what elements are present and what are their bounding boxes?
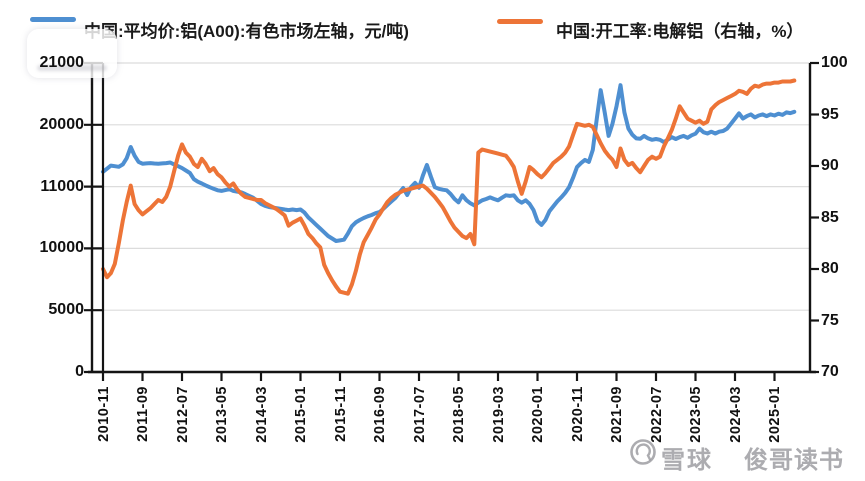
x-axis-tick-label: 2015-11 (332, 386, 349, 442)
left-axis-tick-label: 0 (75, 363, 84, 380)
left-axis-tick-label: 10000 (39, 239, 85, 257)
rate-line-swatch (497, 19, 543, 24)
left-axis-tick-label: 11000 (40, 177, 84, 195)
x-axis-tick-label: 2019-03 (490, 386, 507, 443)
x-axis-tick-label: 2015-01 (293, 386, 309, 443)
x-axis-tick-label: 2010-11 (95, 386, 112, 442)
x-axis-tick-label: 2012-07 (174, 386, 191, 443)
left-axis-tick-label: 21000 (39, 54, 85, 71)
price-line (101, 83, 797, 243)
legend-label-rate: 中国:开工率:电解铝（右轴，%） (556, 22, 804, 41)
x-axis-tick-label: 2021-09 (609, 386, 625, 443)
x-axis-tick-label: 2016-09 (372, 386, 388, 443)
x-axis-tick-label: 2024-03 (727, 386, 744, 443)
blur-smudge (37, 65, 107, 71)
right-axis-tick-label: 85 (821, 208, 839, 226)
x-axis-tick-label: 2017-07 (411, 386, 428, 443)
x-axis-tick-label: 2013-05 (214, 386, 230, 443)
right-axis-tick-label: 75 (821, 311, 839, 329)
left-axis-tick-label: 20000 (39, 115, 85, 133)
right-axis-tick-label: 95 (821, 105, 839, 123)
right-axis-tick-label: 100 (821, 54, 848, 71)
x-axis-tick-label: 2020-01 (530, 386, 546, 443)
x-axis-tick-label: 2020-11 (569, 386, 586, 442)
right-axis-tick-label: 80 (821, 260, 839, 277)
price-line-swatch (30, 17, 76, 22)
operating-rate-line (101, 78, 797, 296)
left-axis-tick-label: 5000 (48, 301, 84, 319)
x-axis-tick-label: 2018-05 (451, 386, 467, 443)
legend-label-price: 中国:平均价:铝(A00):有色市场左轴，元/吨) (84, 22, 409, 41)
x-axis-tick-label: 2014-03 (253, 386, 270, 443)
right-axis-tick-label: 70 (821, 363, 839, 380)
x-axis-tick-label: 2023-05 (688, 386, 704, 443)
x-axis-tick-label: 2022-07 (648, 386, 665, 443)
x-axis-tick-label: 2011-09 (135, 386, 151, 442)
x-axis-tick-label: 2025-01 (767, 386, 783, 443)
right-axis-tick-label: 90 (821, 157, 839, 174)
blurred-overlay-box (27, 29, 117, 78)
